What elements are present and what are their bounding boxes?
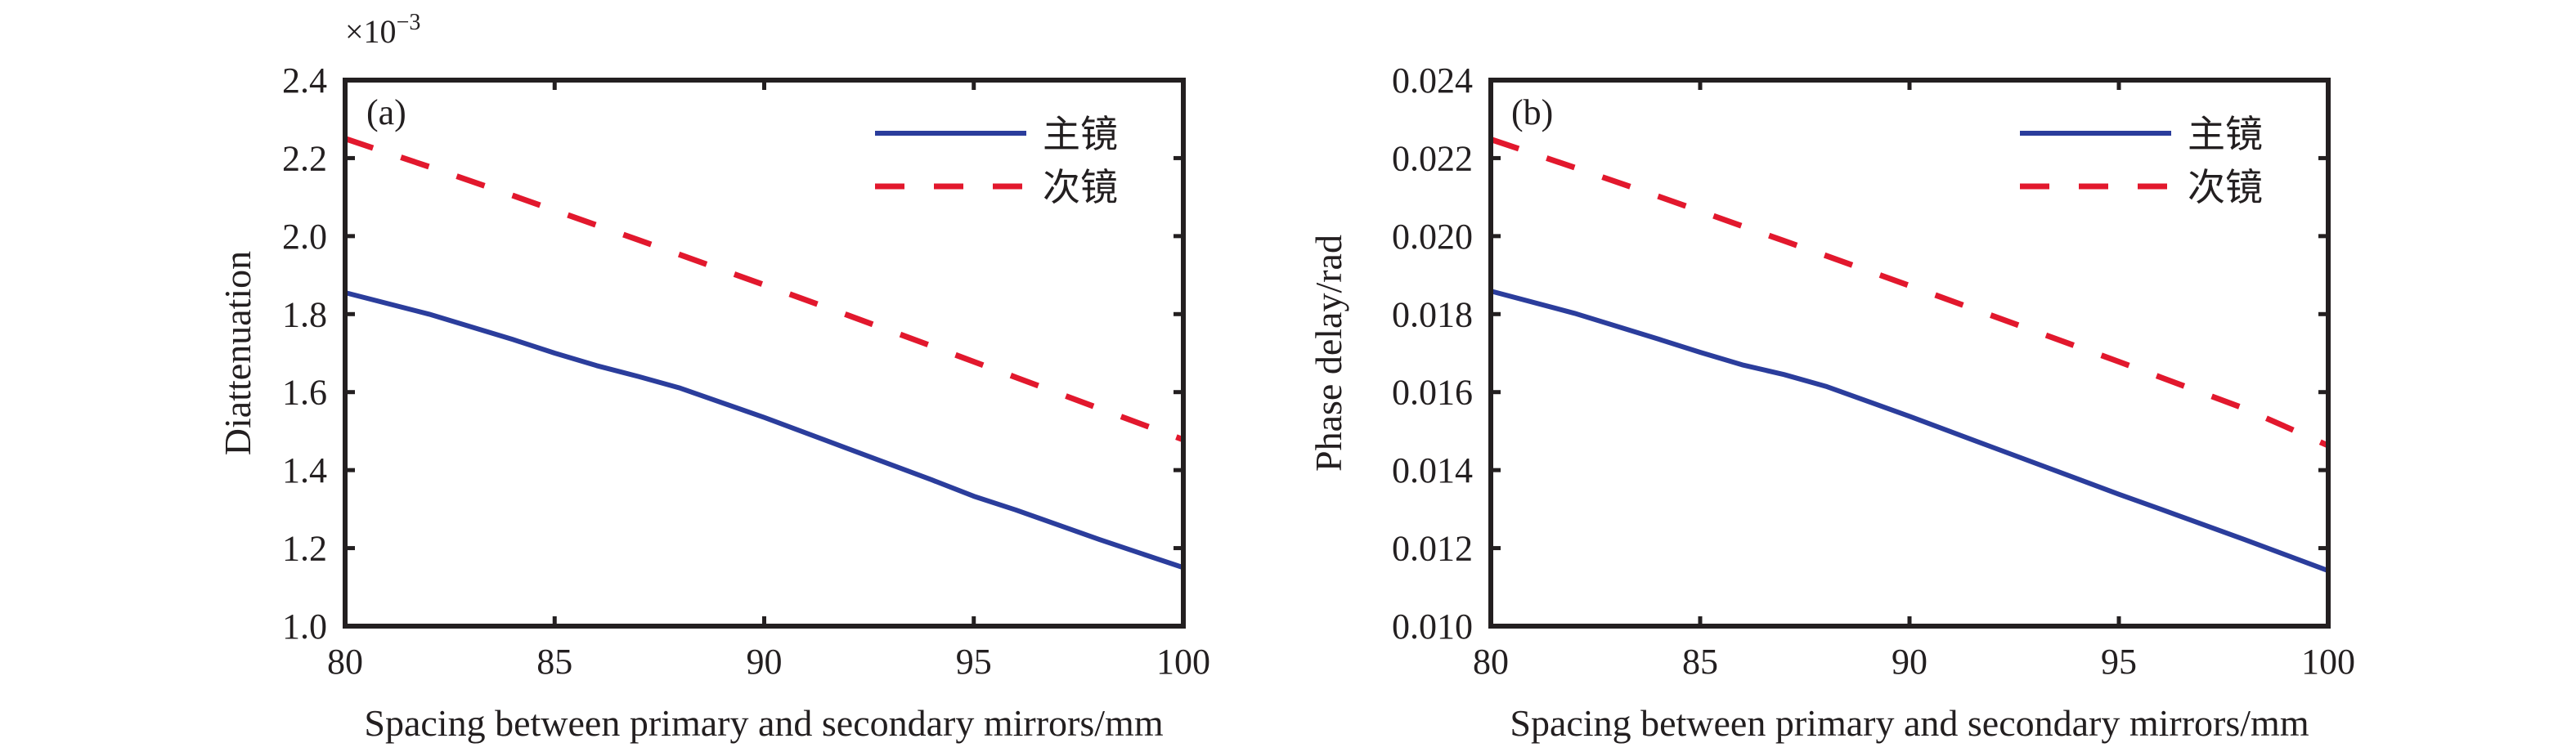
y-tick-label-b: 0.014 xyxy=(1392,450,1473,490)
y-tick-label-a: 2.0 xyxy=(282,217,327,257)
y-axis-label-b: Phase delay/rad xyxy=(1308,235,1349,472)
series-a xyxy=(343,136,1185,571)
panel-label-a: (a) xyxy=(366,92,406,132)
x-tick-label-b: 100 xyxy=(2301,642,2355,682)
x-tick-label-a: 100 xyxy=(1156,642,1210,682)
ticks-a: 1.0 1.2 1.4 1.6 1.8 2.0 2.2 2.4 80 85 90 95 100 xyxy=(282,60,1210,682)
y-tick-label-b: 0.018 xyxy=(1392,294,1473,334)
x-axis-label-b: Spacing between primary and secondary mi… xyxy=(1510,702,2309,744)
series-b xyxy=(1489,137,2330,574)
y-tick-label-a: 1.4 xyxy=(282,450,327,490)
legend-a: 主镜 次镜 xyxy=(875,114,1118,208)
series-line-primary-a xyxy=(344,290,1184,571)
x-tick-label-a: 95 xyxy=(956,642,992,682)
y-tick-label-b: 0.012 xyxy=(1392,529,1473,569)
y-tick-label-a: 2.2 xyxy=(282,138,327,178)
legend-label-primary: 主镜 xyxy=(1043,114,1118,155)
x-axis-label-a: Spacing between primary and secondary mi… xyxy=(364,702,1163,744)
panel-a: ×10−3 1.0 1.2 1.4 1.6 1.8 2.0 2.2 2.4 80 85 90 95 10… xyxy=(217,10,1210,744)
x-tick-label-b: 85 xyxy=(1682,642,1718,682)
x-tick-label-b: 95 xyxy=(2101,642,2137,682)
panel-label-b: (b) xyxy=(1511,92,1553,132)
y-tick-label-b: 0.020 xyxy=(1392,217,1473,257)
x-tick-label-b: 90 xyxy=(1892,642,1928,682)
series-line-secondary-a xyxy=(343,136,1185,443)
legend-label-secondary: 次镜 xyxy=(2188,167,2263,208)
ticks-b: 0.010 0.012 0.014 0.016 0.018 0.020 0.022 0.024… xyxy=(1392,60,2355,682)
y-axis-label-a: Diattenuation xyxy=(217,251,258,455)
y-tick-label-a: 1.0 xyxy=(282,607,327,647)
y-tick-label-b: 0.024 xyxy=(1392,60,1473,101)
plot-frame-b xyxy=(1488,78,2331,629)
y-tick-label-b: 0.016 xyxy=(1392,373,1473,413)
legend-label-primary: 主镜 xyxy=(2188,114,2263,155)
series-line-primary-b xyxy=(1490,289,2330,574)
y-tick-label-b: 0.022 xyxy=(1392,138,1473,178)
y-multiplier: ×10−3 xyxy=(345,10,420,50)
y-tick-label-b: 0.010 xyxy=(1392,607,1473,647)
plot-frame-a xyxy=(343,78,1186,629)
series-line-secondary-b xyxy=(1489,137,2330,449)
legend-label-secondary: 次镜 xyxy=(1043,167,1118,208)
panel-b: 0.010 0.012 0.014 0.016 0.018 0.020 0.022 0.024… xyxy=(1308,60,2355,744)
x-tick-label-a: 90 xyxy=(747,642,783,682)
y-tick-label-a: 1.2 xyxy=(282,529,327,569)
y-tick-label-a: 1.8 xyxy=(282,294,327,334)
x-tick-label-b: 80 xyxy=(1473,642,1509,682)
y-tick-label-a: 1.6 xyxy=(282,373,327,413)
x-tick-label-a: 80 xyxy=(327,642,363,682)
legend-b: 主镜 次镜 xyxy=(2020,114,2263,208)
y-tick-label-a: 2.4 xyxy=(282,60,327,101)
x-tick-label-a: 85 xyxy=(536,642,572,682)
